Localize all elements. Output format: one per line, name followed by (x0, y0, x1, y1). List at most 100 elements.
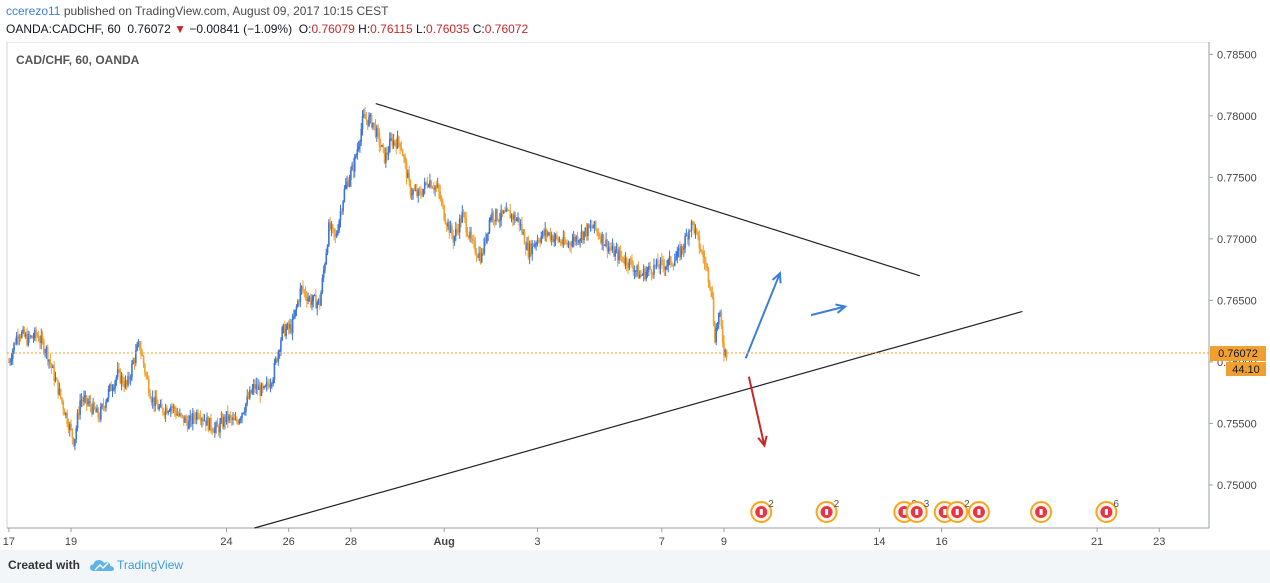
candle-body (348, 179, 351, 187)
candle-body (486, 233, 488, 243)
candle-body (519, 223, 522, 226)
candle-body (233, 418, 236, 420)
candle-body (633, 270, 636, 273)
candle-body (328, 222, 330, 246)
candle-body (388, 139, 391, 153)
candle-body (45, 347, 48, 352)
candle-body (122, 376, 124, 385)
candle-body (477, 256, 479, 258)
candle-body (43, 340, 45, 353)
candle-body (576, 236, 579, 243)
candle-body (71, 428, 74, 438)
candle-body (413, 189, 416, 191)
candle-body (447, 222, 449, 227)
symbol-interval[interactable]: OANDA:CADCHF, 60 (6, 22, 121, 36)
candle-body (596, 229, 598, 232)
open-label: O: (298, 22, 312, 36)
candle-body (107, 388, 110, 398)
time-axis-ticks: 17 19 24 26 28 Aug 3 7 9 14 16 21 23 (3, 528, 1165, 548)
candle-body (271, 383, 273, 385)
candle-body (690, 221, 693, 231)
candle-body (55, 378, 58, 381)
candle-body (444, 219, 447, 224)
publish-line: ccerezo11 published on TradingView.com, … (6, 4, 388, 18)
candle-body (637, 265, 640, 279)
tradingview-link[interactable]: TradingView (90, 556, 200, 576)
x-tick-label: 21 (1091, 536, 1103, 548)
candle-body (352, 164, 355, 172)
candle-body (594, 221, 597, 230)
candle-body (27, 334, 30, 345)
projection-down-arrow (747, 376, 766, 446)
y-tick-label: 0.78500 (1217, 49, 1257, 61)
candle-body (540, 236, 543, 243)
candle-body (442, 201, 444, 206)
candle-body (158, 406, 160, 410)
candle-body (671, 264, 673, 266)
candle-body (482, 252, 484, 254)
candle-body (353, 156, 356, 172)
candle-body (321, 278, 324, 293)
candle-body (46, 347, 49, 362)
candle-body (241, 413, 243, 419)
flag-leaf-mark (955, 509, 959, 515)
candle-body (317, 299, 320, 303)
candle-body (263, 386, 265, 389)
candle-body (147, 379, 150, 394)
candle-body (603, 244, 606, 246)
candle-body (276, 358, 278, 362)
candle-body (181, 415, 184, 417)
candle-body (466, 231, 469, 236)
candle-body (59, 388, 62, 398)
chart-title: CAD/CHF, 60, OANDA (16, 53, 140, 67)
candle-body (234, 419, 237, 421)
candle-body (434, 186, 436, 190)
candle-body (693, 222, 695, 233)
candle-body (44, 351, 46, 353)
candle-body (290, 324, 293, 334)
candle-body (295, 306, 298, 310)
high-value: 0.76115 (370, 22, 413, 36)
candle-body (67, 424, 70, 430)
candle-body (32, 337, 35, 339)
candle-body (171, 406, 173, 408)
candle-body (688, 230, 690, 240)
candle-body (610, 248, 613, 251)
candle-body (619, 250, 622, 257)
candle-body (195, 412, 198, 420)
candle-body (33, 329, 36, 338)
x-tick-label: 23 (1153, 536, 1165, 548)
candle-body (522, 232, 524, 234)
candle-body (579, 238, 581, 241)
candle-body (593, 221, 596, 228)
candle-body (698, 235, 701, 249)
x-tick-label: 24 (220, 536, 232, 548)
price-chart[interactable]: 0.750000.755000.760000.765000.770000.775… (0, 42, 1270, 550)
candle-body (100, 406, 102, 420)
plot-area[interactable] (6, 42, 1210, 529)
candle-body (566, 243, 569, 245)
candle-body (711, 291, 714, 298)
author-link[interactable]: ccerezo11 (6, 4, 61, 18)
candle-body (189, 415, 192, 421)
projection-down-arrow-head (757, 435, 768, 448)
candle-body (467, 235, 470, 238)
candle-body (379, 145, 382, 147)
candle-body (588, 224, 591, 228)
candle-body (396, 136, 399, 149)
candle-body (269, 384, 272, 388)
candle-body (325, 253, 328, 265)
candle-body (475, 253, 478, 257)
candle-body (544, 229, 546, 236)
candle-body (116, 368, 119, 377)
candle-body (133, 360, 136, 363)
candle-body (543, 231, 545, 236)
candle-body (368, 116, 370, 126)
candle-body (552, 235, 554, 242)
candle-body (684, 235, 686, 249)
candle-body (391, 137, 394, 146)
candle-body (278, 351, 281, 353)
candle-body (699, 248, 702, 252)
candle-body (471, 239, 474, 241)
candle-body (532, 243, 535, 247)
